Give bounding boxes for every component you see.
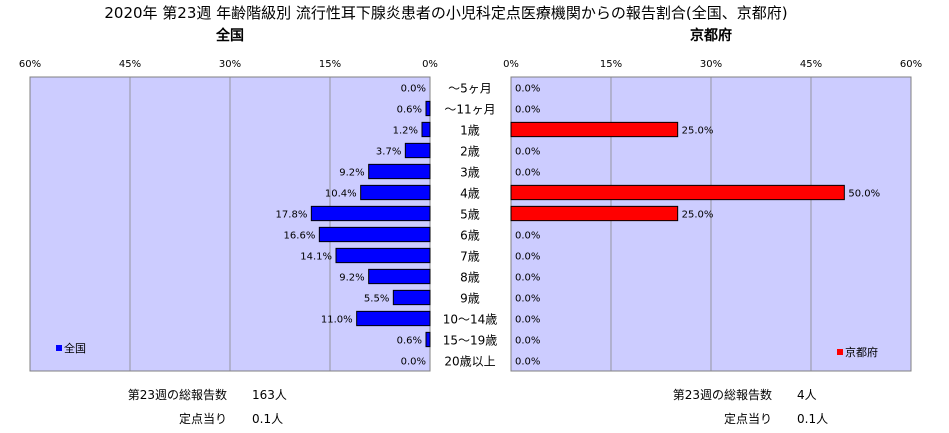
kyoto-data-label: 0.0% [515, 84, 540, 95]
category-label: 6歳 [460, 229, 480, 243]
category-label: 8歳 [460, 271, 480, 285]
national-tick-label: 0% [422, 59, 438, 70]
kyoto-total-label: 第23週の総報告数 [673, 387, 772, 402]
national-bar [421, 121, 431, 138]
national-footer: 第23週の総報告数 163人 定点当り 0.1人 [128, 387, 287, 426]
national-bar [368, 268, 431, 285]
national-per-value: 0.1人 [252, 412, 283, 426]
tick-labels: 60% 45% 30% 15% 0% 0% 15% 30% 45% 60% [19, 59, 922, 70]
national-bar [335, 247, 431, 264]
national-tick-label: 60% [19, 59, 41, 70]
kyoto-data-label: 0.0% [515, 147, 540, 158]
national-data-label: 14.1% [300, 252, 332, 263]
kyoto-tick-label: 60% [900, 59, 922, 70]
category-label: ～5ヶ月 [448, 82, 492, 96]
category-label: 3歳 [460, 166, 480, 180]
kyoto-bar [510, 205, 679, 222]
national-bar [318, 226, 431, 243]
bars [310, 100, 845, 348]
kyoto-legend-label: 京都府 [845, 345, 878, 359]
national-bar [392, 289, 431, 306]
category-labels: ～5ヶ月 ～11ヶ月 1歳 2歳 3歳 4歳 5歳 6歳 7歳 8歳 9歳 10～14歳 15～19歳 2… [443, 82, 498, 369]
national-data-label: 9.2% [339, 273, 364, 284]
category-label: 20歳以上 [444, 355, 495, 369]
kyoto-data-label: 25.0% [682, 126, 714, 137]
category-label: 4歳 [460, 187, 480, 201]
national-tick-label: 30% [219, 59, 241, 70]
kyoto-tick-label: 15% [600, 59, 622, 70]
category-label: 5歳 [460, 208, 480, 222]
kyoto-data-label: 0.0% [515, 252, 540, 263]
national-bar [360, 184, 431, 201]
kyoto-data-label: 0.0% [515, 294, 540, 305]
national-data-label: 0.6% [397, 336, 422, 347]
kyoto-panel-title: 京都府 [690, 27, 732, 44]
kyoto-data-label: 0.0% [515, 357, 540, 368]
kyoto-bar [510, 184, 845, 201]
category-label: 15～19歳 [443, 334, 498, 348]
national-legend-label: 全国 [64, 341, 86, 355]
kyoto-per-value: 0.1人 [797, 412, 828, 426]
national-per-label: 定点当り [179, 411, 227, 426]
national-tick-label: 45% [119, 59, 141, 70]
kyoto-data-label: 0.0% [515, 315, 540, 326]
national-bar [425, 331, 431, 348]
category-label: 10～14歳 [443, 313, 498, 327]
category-label: 7歳 [460, 250, 480, 264]
kyoto-data-label: 0.0% [515, 273, 540, 284]
national-legend: 全国 [56, 341, 86, 355]
national-total-label: 第23週の総報告数 [128, 387, 227, 402]
kyoto-data-label: 0.0% [515, 231, 540, 242]
kyoto-data-label: 0.0% [515, 105, 540, 116]
category-label: 9歳 [460, 292, 480, 306]
national-data-label: 9.2% [339, 168, 364, 179]
kyoto-bar [510, 121, 679, 138]
national-total-value: 163人 [252, 388, 287, 402]
kyoto-tick-label: 45% [800, 59, 822, 70]
category-label: 2歳 [460, 145, 480, 159]
kyoto-total-value: 4人 [797, 388, 817, 402]
national-data-label: 17.8% [276, 210, 308, 221]
national-bar [404, 142, 431, 159]
national-data-label: 11.0% [321, 315, 353, 326]
national-data-label: 16.6% [284, 231, 316, 242]
kyoto-data-label: 50.0% [848, 189, 880, 200]
kyoto-per-label: 定点当り [724, 411, 772, 426]
national-panel-title: 全国 [215, 27, 244, 44]
national-bar [425, 100, 431, 117]
national-data-label: 0.6% [397, 105, 422, 116]
national-data-label: 0.0% [401, 84, 426, 95]
kyoto-data-label: 25.0% [682, 210, 714, 221]
category-label: 1歳 [460, 124, 480, 138]
national-data-label: 10.4% [325, 189, 357, 200]
national-data-label: 3.7% [376, 147, 401, 158]
grid-lines [129, 77, 812, 371]
national-bar [356, 310, 431, 327]
kyoto-footer: 第23週の総報告数 4人 定点当り 0.1人 [673, 387, 828, 426]
kyoto-data-label: 0.0% [515, 336, 540, 347]
national-legend-swatch [56, 345, 62, 351]
national-bar [368, 163, 431, 180]
kyoto-data-label: 0.0% [515, 168, 540, 179]
national-data-label: 0.0% [401, 357, 426, 368]
kyoto-tick-label: 0% [503, 59, 519, 70]
national-bar [310, 205, 431, 222]
kyoto-legend-swatch [837, 349, 843, 355]
kyoto-tick-label: 30% [700, 59, 722, 70]
kyoto-legend: 京都府 [837, 345, 878, 359]
national-tick-label: 15% [319, 59, 341, 70]
national-data-label: 1.2% [393, 126, 418, 137]
chart-title: 2020年 第23週 年齢階級別 流行性耳下腺炎患者の小児科定点医療機関からの報… [104, 4, 787, 22]
national-data-label: 5.5% [364, 294, 389, 305]
category-label: ～11ヶ月 [444, 103, 495, 117]
data-labels: 0.0% 0.6% 1.2% 3.7% 9.2% 10.4% 17.8% 16.6% 14.1%… [276, 84, 881, 368]
